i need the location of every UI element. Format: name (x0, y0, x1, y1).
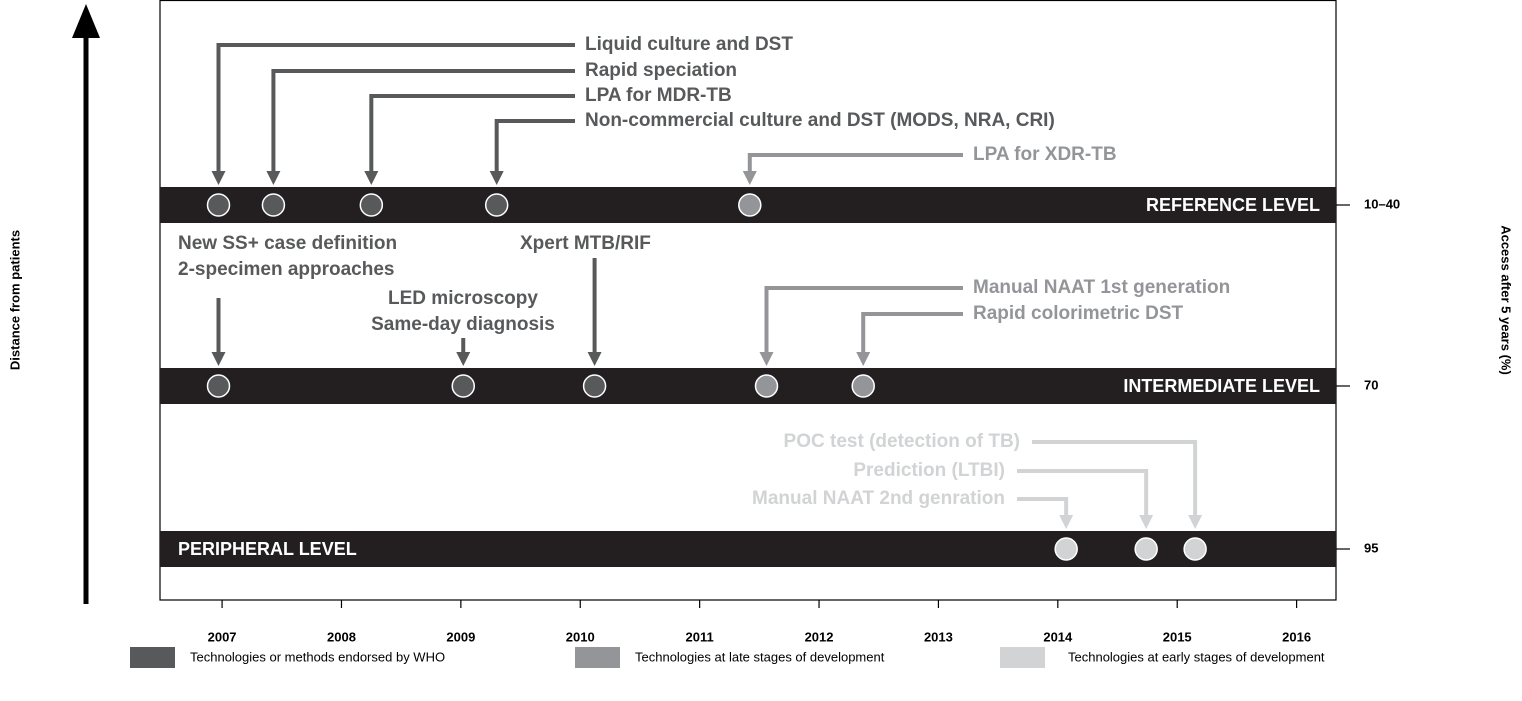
event-label: Rapid speciation (585, 60, 737, 81)
legend-swatch (575, 647, 620, 668)
connector (494, 119, 575, 173)
event-marker (206, 193, 231, 217)
arrowhead (266, 171, 281, 185)
arrowhead (742, 171, 757, 185)
connector (861, 312, 963, 354)
event-marker (754, 374, 779, 398)
arrowhead (856, 352, 871, 366)
event-marker (261, 193, 286, 217)
connector (1017, 497, 1069, 517)
arrowhead (1188, 515, 1203, 529)
level-name: INTERMEDIATE LEVEL (1123, 376, 1320, 396)
event-label: Xpert MTB/RIF (520, 233, 651, 254)
event-marker (206, 374, 231, 398)
legend-swatch (1000, 647, 1045, 668)
arrowhead (211, 171, 226, 185)
event-marker (851, 374, 875, 398)
arrowhead (1139, 515, 1154, 529)
connector (747, 153, 963, 173)
level-band (160, 368, 1336, 404)
event-label: Manual NAAT 2nd genration (752, 488, 1005, 509)
right-axis-label: Access after 5 years (%) (1499, 225, 1514, 375)
event-marker (1134, 537, 1158, 561)
x-tick-label: 2013 (924, 629, 953, 644)
event-marker (1054, 537, 1078, 561)
event-marker (738, 193, 762, 217)
event-label: Rapid colorimetric DST (973, 303, 1183, 324)
event-label: New SS+ case definition (178, 233, 397, 254)
event-label: LED microscopy (388, 288, 538, 309)
x-tick-label: 2007 (208, 629, 237, 644)
level-name: REFERENCE LEVEL (1146, 195, 1320, 215)
x-tick-label: 2015 (1163, 629, 1192, 644)
event-marker (582, 374, 607, 398)
connector (764, 286, 963, 354)
event-label: Liquid culture and DST (585, 34, 793, 55)
x-tick-label: 2011 (686, 629, 714, 644)
event-label: 2-specimen approaches (178, 259, 394, 280)
x-tick-label: 2014 (1043, 629, 1073, 644)
arrowhead (759, 352, 774, 366)
connector (369, 94, 575, 173)
event-label: LPA for MDR-TB (585, 85, 732, 106)
connector (271, 69, 575, 173)
access-label: 95 (1364, 540, 1378, 555)
connector (1032, 440, 1198, 517)
y-arrowhead (72, 4, 100, 38)
y-axis-label: Distance from patients (7, 230, 22, 370)
connector (1017, 469, 1149, 517)
event-marker (484, 193, 509, 217)
event-marker (1183, 537, 1207, 561)
legend-label: Technologies at late stages of developme… (635, 649, 885, 664)
x-tick-label: 2009 (446, 629, 475, 644)
legend-swatch (130, 647, 175, 668)
x-tick-label: 2008 (327, 629, 356, 644)
legend-label: Technologies at early stages of developm… (1068, 649, 1325, 664)
x-tick-label: 2016 (1282, 629, 1311, 644)
access-label: 10–40 (1364, 196, 1400, 211)
arrowhead (489, 171, 504, 185)
arrowhead (1059, 515, 1074, 529)
x-tick-label: 2010 (566, 629, 595, 644)
event-label: POC test (detection of TB) (784, 431, 1020, 452)
frame (159, 0, 1337, 601)
legend-label: Technologies or methods endorsed by WHO (190, 649, 445, 664)
x-tick-label: 2012 (805, 629, 834, 644)
arrowhead (456, 352, 471, 366)
event-label: Same-day diagnosis (371, 314, 555, 335)
access-label: 70 (1364, 377, 1378, 392)
event-label: LPA for XDR-TB (973, 144, 1117, 165)
arrowhead (211, 352, 226, 366)
level-name: PERIPHERAL LEVEL (178, 539, 357, 559)
event-marker (359, 193, 384, 217)
connector (216, 43, 575, 173)
event-label: Manual NAAT 1st generation (973, 277, 1230, 298)
arrowhead (364, 171, 379, 185)
event-label: Prediction (LTBI) (853, 460, 1005, 481)
event-marker (451, 374, 476, 398)
event-label: Non-commercial culture and DST (MODS, NR… (585, 110, 1055, 131)
arrowhead (587, 352, 602, 366)
